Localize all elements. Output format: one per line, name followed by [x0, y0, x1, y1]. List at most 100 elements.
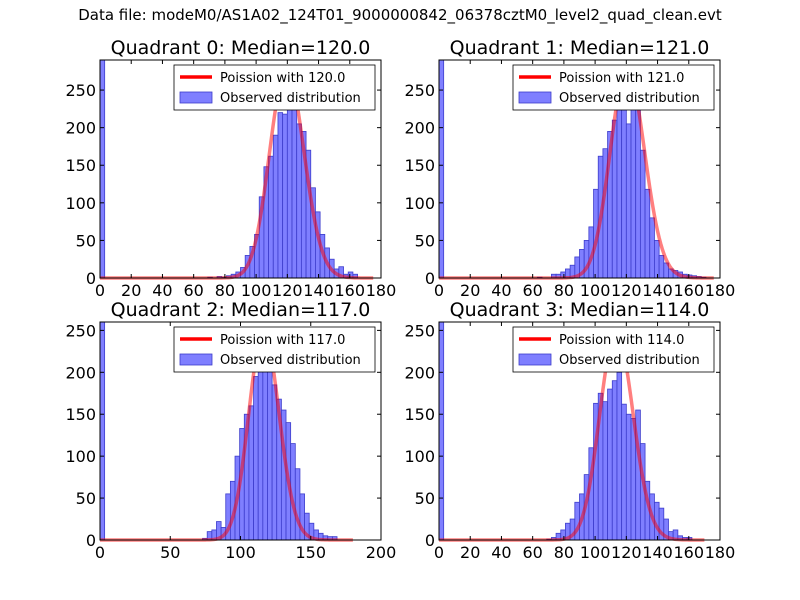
- histogram-bar: [644, 188, 651, 279]
- y-tick-label: 200: [404, 119, 435, 138]
- histogram-bar: [277, 112, 284, 279]
- y-tick-label: 200: [65, 119, 96, 138]
- histogram-bar: [438, 321, 445, 541]
- x-tick-label: 0: [95, 281, 105, 300]
- histogram-bar: [99, 59, 106, 279]
- x-tick-label: 120: [611, 281, 642, 300]
- quadrant-3-title: Quadrant 3: Median=114.0: [450, 299, 710, 321]
- histogram-bar: [621, 403, 627, 541]
- x-tick-label: 20: [460, 281, 480, 300]
- y-tick-label: 50: [76, 231, 96, 250]
- quadrant-1-panel: Quadrant 1: Median=121.00 20 40 60 80 100 120 1…: [404, 37, 735, 300]
- axes-frame: [438, 321, 721, 541]
- axes-frame: [99, 59, 382, 279]
- legend-label: Observed distribution: [220, 353, 361, 368]
- histogram-bar: [611, 380, 618, 541]
- histogram-bar: [607, 388, 613, 541]
- x-tick-label: 160: [674, 281, 705, 300]
- x-tick-label: 100: [580, 543, 611, 562]
- histogram-bar: [654, 240, 660, 279]
- x-tick-label: 140: [642, 281, 673, 300]
- histogram-bar: [635, 108, 641, 279]
- x-tick-label: 0: [434, 281, 444, 300]
- y-tick-label: 250: [404, 321, 435, 340]
- x-tick-label: 160: [335, 281, 366, 300]
- legend-bar-swatch: [518, 353, 552, 366]
- x-tick-label: 140: [642, 543, 673, 562]
- x-tick-label: 20: [460, 543, 480, 562]
- x-tick-label: 180: [705, 543, 736, 562]
- y-tick-label: 150: [65, 156, 96, 175]
- legend-label: Poission with 114.0: [559, 333, 684, 348]
- x-tick-label: 60: [522, 543, 542, 562]
- histogram-bar: [616, 91, 623, 279]
- x-tick-label: 140: [303, 281, 334, 300]
- histogram-bar: [616, 371, 623, 541]
- y-tick-label: 100: [65, 194, 96, 213]
- y-tick-label: 150: [65, 405, 96, 424]
- y-tick-label: 0: [425, 531, 435, 550]
- quadrant-2-panel: Quadrant 2: Median=117.0 0 50 100 150 200 0 50 1…: [65, 299, 396, 562]
- x-tick-label: 100: [580, 281, 611, 300]
- histogram-bar: [438, 59, 445, 279]
- x-tick-label: 80: [554, 281, 574, 300]
- x-tick-label: 100: [241, 281, 272, 300]
- histogram-bar: [268, 155, 274, 279]
- x-tick-label: 40: [152, 281, 172, 300]
- histogram-bar: [253, 376, 259, 541]
- legend-bar-swatch: [179, 353, 213, 366]
- histogram-bar: [257, 367, 264, 541]
- legend-label: Observed distribution: [559, 353, 700, 368]
- y-tick-label: 0: [86, 531, 96, 550]
- x-tick-label: 150: [295, 543, 326, 562]
- histogram-bar: [658, 255, 665, 279]
- histogram-bar: [625, 123, 632, 279]
- y-tick-label: 0: [425, 269, 435, 288]
- histogram-bar: [639, 149, 646, 279]
- legend-label: Observed distribution: [220, 91, 361, 106]
- histogram-bar: [296, 123, 302, 279]
- y-tick-label: 200: [404, 363, 435, 382]
- y-tick-label: 50: [415, 489, 435, 508]
- histogram-bar: [630, 83, 637, 279]
- histogram-bar: [99, 321, 106, 541]
- legend: Poission with 117.0 Observed distribution: [173, 326, 376, 373]
- x-tick-label: 160: [674, 543, 705, 562]
- quadrant-0-panel: Quadrant 0: Median=120.00 20 40 60 80 100 120 1…: [65, 37, 396, 300]
- x-tick-label: 100: [225, 543, 256, 562]
- x-tick-label: 200: [366, 543, 397, 562]
- legend-label: Observed distribution: [559, 91, 700, 106]
- y-tick-label: 50: [76, 489, 96, 508]
- x-tick-label: 80: [554, 543, 574, 562]
- histogram-bar: [625, 413, 632, 541]
- histogram-bar: [611, 119, 618, 279]
- x-tick-label: 60: [183, 281, 203, 300]
- quadrant-0-title: Quadrant 0: Median=120.0: [111, 37, 371, 59]
- x-tick-label: 0: [95, 543, 105, 562]
- y-tick-label: 50: [415, 231, 435, 250]
- quadrant-3-panel: Quadrant 3: Median=114.00 20 40 60 80 100 120 1…: [404, 299, 735, 562]
- y-tick-label: 200: [65, 363, 96, 382]
- histogram-bar: [267, 345, 273, 541]
- y-tick-label: 250: [65, 321, 96, 340]
- x-tick-label: 120: [272, 281, 303, 300]
- x-tick-label: 20: [121, 281, 141, 300]
- axes-frame: [438, 59, 721, 279]
- y-tick-label: 100: [404, 194, 435, 213]
- x-tick-label: 0: [434, 543, 444, 562]
- x-tick-label: 50: [160, 543, 180, 562]
- histogram-bar: [286, 97, 293, 279]
- histogram-bar: [649, 217, 655, 279]
- legend: Poission with 121.0 Observed distribution: [512, 64, 715, 111]
- y-tick-label: 150: [404, 405, 435, 424]
- legend-label: Poission with 120.0: [220, 71, 345, 86]
- histogram-bar: [272, 134, 279, 279]
- legend: Poission with 120.0 Observed distribution: [173, 64, 376, 111]
- histogram-bar: [271, 384, 278, 541]
- legend-bar-swatch: [179, 91, 213, 104]
- y-tick-label: 100: [404, 447, 435, 466]
- legend-bar-swatch: [518, 91, 552, 104]
- histogram-bar: [294, 468, 301, 541]
- histogram-bar: [248, 405, 254, 541]
